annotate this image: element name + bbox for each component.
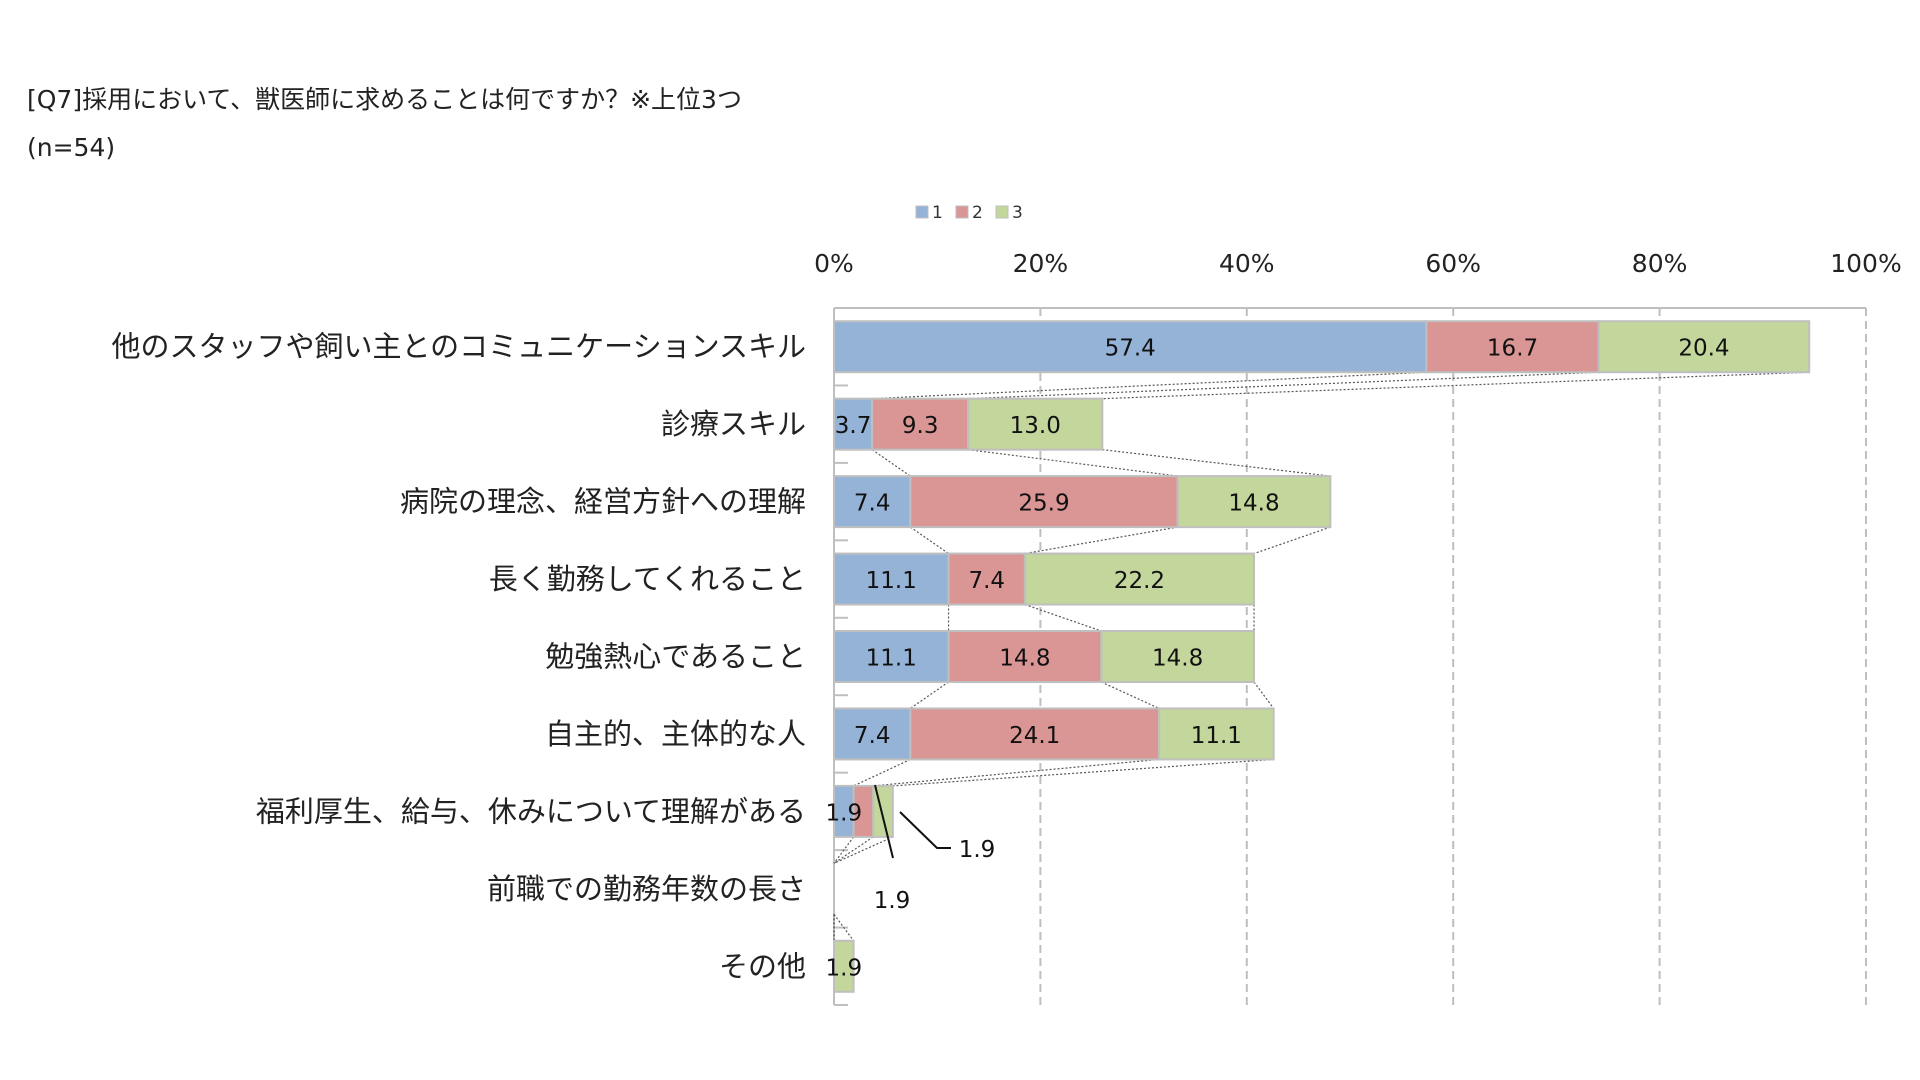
x-tick-label: 40% (1219, 249, 1275, 278)
category-label: 病院の理念、経営方針への理解 (400, 485, 806, 519)
data-label-series-3: 11.1 (1191, 723, 1242, 749)
bar-segment-series-3 (833, 939, 855, 993)
series-line (968, 449, 1178, 477)
series-line (853, 758, 911, 787)
series-line (833, 836, 855, 864)
data-label-series-1: 7.4 (854, 491, 891, 517)
data-label-series-3: 22.2 (1114, 568, 1165, 594)
bar-segment-series-1 (833, 552, 950, 606)
series-line (871, 449, 911, 477)
category-label: 他のスタッフや飼い主とのコミュニケーションスキル (111, 330, 806, 364)
series-line (833, 836, 894, 864)
legend-swatch-1 (915, 205, 929, 219)
category-label: 自主的、主体的な人 (545, 717, 806, 751)
data-label-series-2: 16.7 (1487, 336, 1538, 362)
bar-segment-series-3 (1023, 552, 1256, 606)
x-tick-label: 20% (1013, 249, 1069, 278)
bars (833, 320, 1811, 993)
series-line (968, 371, 1599, 400)
bar-segment-series-2 (871, 397, 970, 451)
x-tick-label: 80% (1632, 249, 1688, 278)
category-label: 長く勤務してくれること (489, 562, 806, 596)
legend: 1 2 3 (915, 203, 1023, 223)
data-labels: 57.4 16.7 20.4 3.7 9.3 13.0 7.4 25.9 14.8 11.1 7.4… (826, 336, 1730, 982)
bar-segment-series-3 (1597, 320, 1811, 374)
data-label-series-2: 9.3 (902, 413, 939, 439)
data-label-series-1: 57.4 (1105, 336, 1156, 362)
bar-segment-series-2 (909, 475, 1179, 529)
data-label-series-3: 1.9 (959, 837, 996, 863)
chart-title: [Q7]採用において、獣医師に求めることは何ですか？※上位3つ (27, 85, 742, 114)
data-label-series-1: 11.1 (866, 568, 917, 594)
series-line (1024, 603, 1102, 632)
legend-label: 1 (932, 203, 943, 223)
data-label-series-3: 20.4 (1678, 336, 1729, 362)
series-line (872, 371, 1427, 400)
leader-line (899, 811, 951, 849)
data-label-series-2: 25.9 (1018, 491, 1069, 517)
legend-swatch-3 (995, 205, 1009, 219)
bar-segment-series-2 (909, 707, 1161, 761)
x-tick-label: 0% (814, 249, 854, 278)
bar-segment-series-1 (833, 397, 874, 451)
legend-swatch-2 (955, 205, 969, 219)
bar-segment-series-1 (833, 630, 950, 683)
data-label-series-2: 24.1 (1009, 723, 1060, 749)
data-label-series-1: 1.9 (826, 800, 863, 826)
data-label-series-3: 13.0 (1010, 413, 1061, 439)
data-label-series-1: 7.4 (854, 723, 891, 749)
legend-label: 2 (972, 203, 983, 223)
data-label-series-2: 14.8 (999, 646, 1050, 672)
series-line (1024, 526, 1178, 555)
data-label-series-3: 14.8 (1152, 646, 1203, 672)
bar-segment-series-3 (967, 397, 1104, 451)
series-line (910, 526, 949, 555)
category-label: 前職での勤務年数の長さ (487, 872, 806, 906)
category-label: 診療スキル (661, 407, 806, 441)
category-label: その他 (719, 949, 806, 983)
data-label-series-3: 14.8 (1228, 491, 1279, 517)
series-line (833, 913, 855, 942)
category-label: 福利厚生、給与、休みについて理解がある (256, 794, 806, 828)
x-tick-label: 60% (1425, 249, 1481, 278)
legend-label: 3 (1012, 203, 1023, 223)
series-line (873, 758, 1160, 787)
data-label-series-2: 7.4 (968, 568, 1005, 594)
x-axis-ticks: 0% 20% 40% 60% 80% 100% (814, 249, 1902, 278)
category-labels: 他のスタッフや飼い主とのコミュニケーションスキル診療スキル病院の理念、経営方針へ… (111, 330, 806, 984)
series-lines (833, 371, 1810, 942)
series-line (1253, 681, 1275, 709)
category-label: 勉強熱心であること (545, 640, 806, 674)
data-label-series-1: 3.7 (835, 413, 872, 439)
x-tick-label: 100% (1830, 249, 1901, 278)
bar-segment-series-3 (1158, 707, 1275, 761)
series-line (1253, 526, 1331, 555)
bar-segment-series-1 (833, 475, 912, 529)
chart-subtitle: (n=54) (27, 133, 116, 162)
series-line (910, 681, 949, 709)
bar-segment-series-3 (1176, 475, 1332, 529)
series-line (1102, 449, 1331, 477)
series-line (1101, 681, 1160, 709)
bar-segment-series-2 (1425, 320, 1600, 374)
series-line (892, 758, 1274, 787)
bar-segment-series-2 (947, 552, 1026, 606)
data-label-series-2: 1.9 (874, 888, 911, 914)
bar-segment-series-3 (1100, 630, 1256, 683)
bar-segment-series-1 (833, 707, 912, 761)
data-label-series-3: 1.9 (826, 955, 863, 981)
series-line (1102, 371, 1810, 400)
leader-line (874, 784, 894, 859)
data-label-series-1: 11.1 (866, 646, 917, 672)
